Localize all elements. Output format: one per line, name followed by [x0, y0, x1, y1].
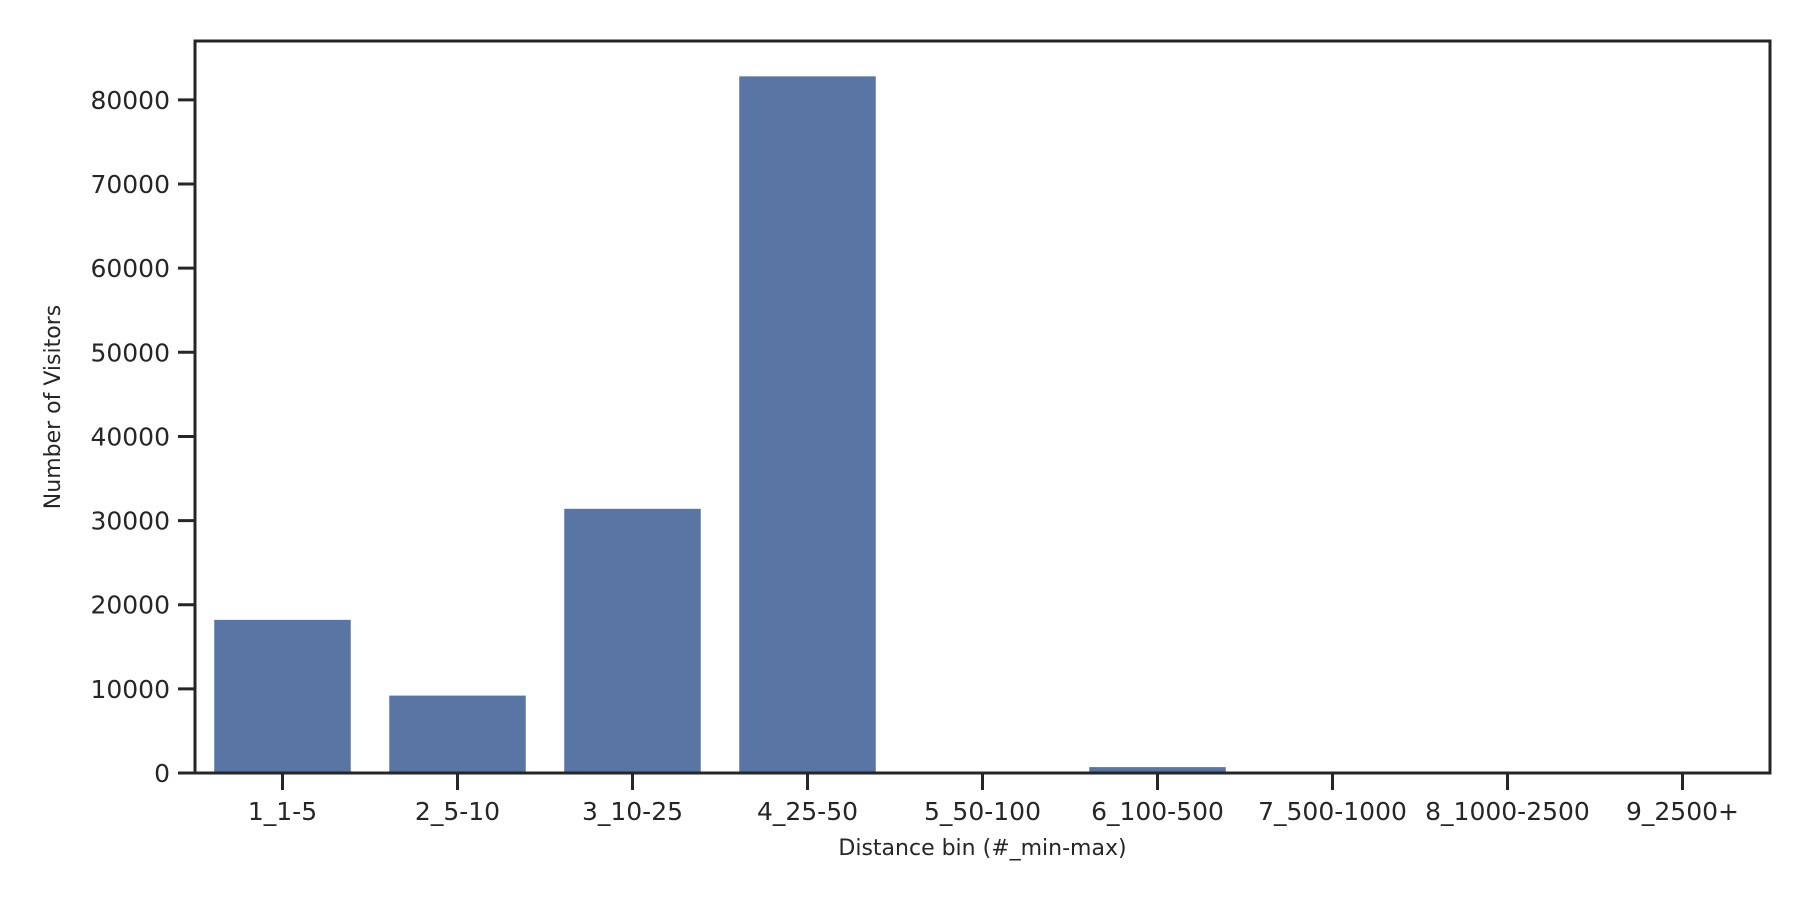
bars-group — [214, 76, 1226, 773]
x-tick-label: 7_500-1000 — [1258, 797, 1407, 826]
y-tick-label: 40000 — [90, 422, 170, 451]
x-tick-label: 1_1-5 — [248, 797, 317, 826]
y-tick-label: 50000 — [90, 338, 170, 367]
y-tick-label: 20000 — [90, 591, 170, 620]
y-tick-label: 10000 — [90, 675, 170, 704]
y-tick-label: 60000 — [90, 254, 170, 283]
x-tick-label: 4_25-50 — [757, 797, 858, 826]
x-tick-label: 5_50-100 — [924, 797, 1041, 826]
bar-2_5-10 — [389, 695, 526, 773]
x-tick-label: 3_10-25 — [582, 797, 683, 826]
x-tick-label: 2_5-10 — [415, 797, 500, 826]
x-tick-label: 6_100-500 — [1091, 797, 1224, 826]
bar-3_10-25 — [564, 508, 701, 773]
y-axis-label: Number of Visitors — [41, 305, 66, 509]
y-tick-label: 30000 — [90, 507, 170, 536]
bar-6_100-500 — [1089, 767, 1226, 773]
bar-4_25-50 — [739, 76, 876, 773]
y-tick-label: 70000 — [90, 170, 170, 199]
plot-frame — [193, 39, 1772, 775]
x-axis-label: Distance bin (#_min-max) — [838, 836, 1126, 861]
y-axis-ticks: 0 10000 20000 30000 40000 50000 60000 70000 8000… — [90, 86, 195, 788]
x-tick-label: 8_1000-2500 — [1425, 797, 1590, 826]
x-axis-ticks: 1_1-5 2_5-10 3_10-25 4_25-50 5_50-100 6_100-5… — [248, 773, 1739, 826]
y-tick-label: 0 — [154, 759, 170, 788]
bar-1_1-5 — [214, 619, 351, 773]
x-tick-label: 9_2500+ — [1626, 797, 1739, 826]
y-tick-label: 80000 — [90, 86, 170, 115]
